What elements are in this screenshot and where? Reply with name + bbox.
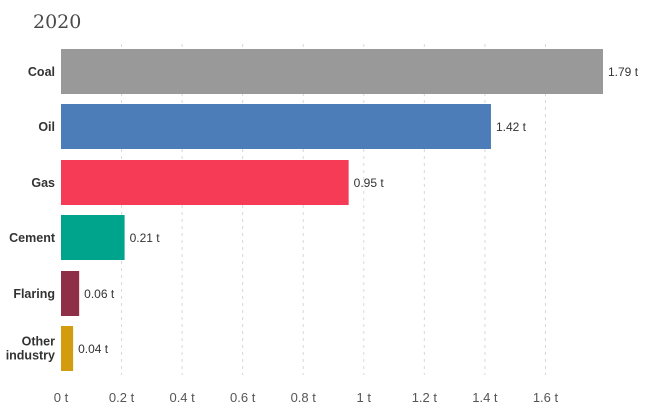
value-label: 1.79 t — [608, 65, 639, 79]
value-label: 0.95 t — [354, 176, 385, 190]
gridlines — [121, 44, 546, 375]
bar-coal — [61, 49, 603, 94]
x-tick-label: 1 t — [357, 390, 372, 405]
category-label: Flaring — [13, 287, 55, 301]
x-tick-label: 0.4 t — [169, 390, 195, 405]
category-label: Oil — [38, 120, 55, 134]
x-tick-label: 0.8 t — [291, 390, 317, 405]
value-label: 1.42 t — [496, 120, 527, 134]
chart-title: 2020 — [33, 11, 81, 33]
category-label: Gas — [31, 176, 55, 190]
bar-other-industry — [61, 326, 74, 371]
x-axis-ticks: 0 t 0.2 t 0.4 t 0.6 t 0.8 t 1 t 1.2 t 1.4 t 1.6 … — [54, 390, 559, 405]
bar-flaring — [61, 271, 80, 316]
x-tick-label: 0 t — [54, 390, 69, 405]
value-labels: 1.79 t 1.42 t 0.95 t 0.21 t 0.06 t 0.04 t — [78, 65, 639, 356]
value-label: 0.21 t — [130, 231, 161, 245]
category-label: Cement — [9, 231, 56, 245]
x-tick-label: 1.6 t — [533, 390, 559, 405]
bar-cement — [61, 215, 125, 260]
category-label: Coal — [28, 65, 55, 79]
x-tick-label: 0.2 t — [109, 390, 135, 405]
category-labels: Coal Oil Gas Cement Flaring Other industry — [6, 65, 56, 363]
bars — [61, 49, 603, 371]
value-label: 0.04 t — [78, 342, 109, 356]
x-tick-label: 0.6 t — [230, 390, 256, 405]
bar-gas — [61, 160, 349, 205]
value-label: 0.06 t — [84, 287, 115, 301]
bar-oil — [61, 104, 491, 149]
category-label: Other industry — [6, 335, 55, 363]
x-tick-label: 1.4 t — [472, 390, 498, 405]
x-tick-label: 1.2 t — [412, 390, 438, 405]
